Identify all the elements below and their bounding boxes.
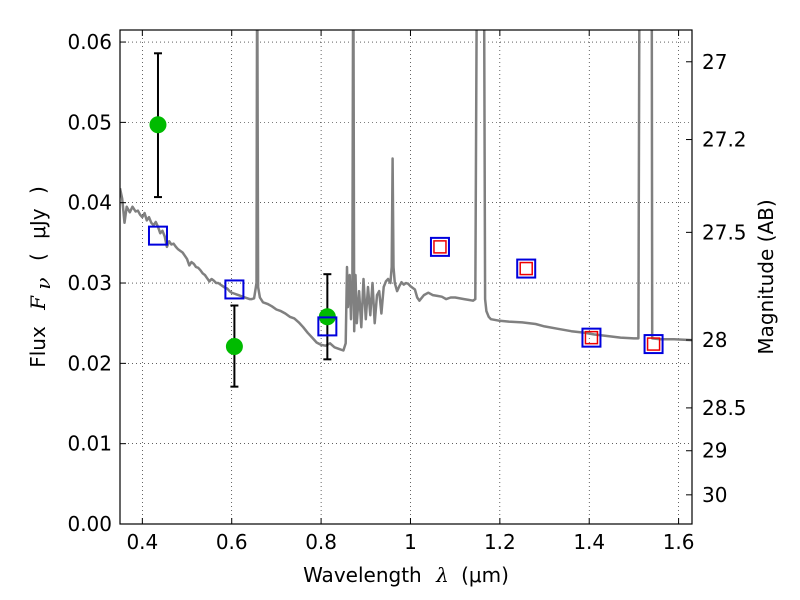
y2-tick-label: 30 [702, 483, 727, 507]
y-tick-label: 0.03 [67, 271, 112, 295]
x-tick-label: 0.6 [216, 530, 248, 554]
y-tick-label: 0.06 [67, 30, 112, 54]
x-tick-label: 1 [404, 530, 417, 554]
y2-axis-label: Magnitude (AB) [754, 199, 778, 354]
y-axis-label-subscript: ν [31, 277, 55, 289]
model-flux-square [224, 279, 245, 300]
x-tick-label: 1.6 [663, 530, 695, 554]
y-tick-label: 0.01 [67, 432, 112, 456]
model-flux-square [581, 327, 602, 348]
y-tick-label: 0.04 [67, 191, 112, 215]
y-axis-label-paren-close: ) [26, 186, 50, 194]
x-tick-label: 0.8 [305, 530, 337, 554]
observed-flux-point [225, 337, 243, 355]
model-flux-inner-square [584, 330, 599, 345]
y2-tick-label: 27.2 [702, 128, 747, 152]
x-tick-label: 1.2 [484, 530, 516, 554]
model-flux-square [516, 258, 537, 279]
y-axis-label: Flux F ν ( μJy ) [26, 186, 55, 368]
y2-tick-label: 27.5 [702, 220, 747, 244]
y-axis-label-unit: μJy [26, 208, 50, 239]
y2-tick-label: 28 [702, 328, 727, 352]
model-flux-square [429, 236, 450, 257]
model-flux-inner-square [433, 240, 447, 254]
y-tick-label: 0.00 [67, 512, 112, 536]
model-flux-inner-square [519, 261, 533, 276]
plot-area [120, 30, 692, 388]
axis-ticks: 0.4 0.6 0.8 1 1.2 1.4 1.6 0.00 0.01 0.02 0.03 0.04 0… [67, 30, 747, 554]
template-spectrum-line [120, 30, 692, 352]
y2-tick-label: 29 [702, 439, 727, 463]
model-flux-inner-square [646, 337, 661, 351]
observed-flux-point [149, 116, 167, 134]
model-flux-square [317, 316, 338, 337]
x-axis-label: Wavelength λ (μm) [303, 563, 509, 587]
plot-frame [119, 29, 693, 525]
y2-tick-label: 28.5 [702, 396, 747, 420]
y-tick-label: 0.02 [67, 351, 112, 375]
model-flux-square [643, 334, 664, 355]
x-axis-label-symbol: λ [435, 563, 449, 587]
x-tick-label: 0.4 [126, 530, 158, 554]
y2-tick-label: 27 [702, 50, 727, 74]
x-axis-label-unit: (μm) [461, 563, 509, 587]
x-tick-label: 1.4 [573, 530, 605, 554]
y-tick-label: 0.05 [67, 110, 112, 134]
model-flux-square [147, 225, 168, 246]
y-axis-label-prefix: Flux [26, 326, 50, 368]
y-axis-label-symbol: F [26, 295, 50, 311]
x-axis-label-prefix: Wavelength [303, 563, 422, 587]
y-axis-label-paren-open: ( [26, 253, 50, 261]
